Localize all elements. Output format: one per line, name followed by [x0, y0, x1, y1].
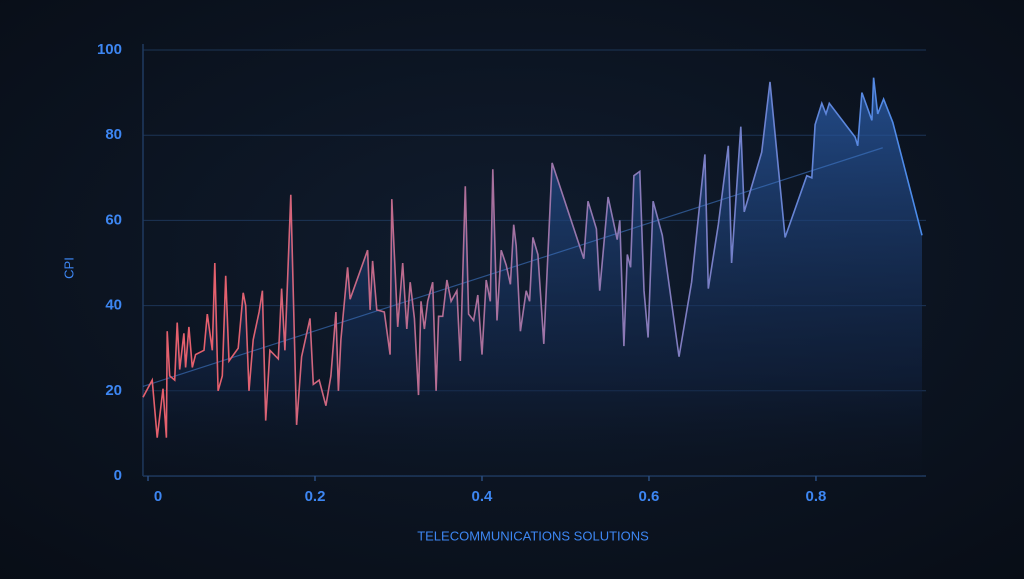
x-tick-label: 0.2 [305, 488, 326, 505]
y-tick-label: 60 [105, 211, 122, 228]
y-tick-label: 40 [105, 297, 122, 314]
x-tick-label: 0.4 [472, 488, 494, 505]
x-tick-label: 0.6 [639, 488, 660, 505]
x-tick-label: 0 [154, 488, 162, 505]
line [142, 77, 923, 438]
x-tick-label: 0.8 [806, 488, 827, 505]
y-axis-title: CPI [61, 257, 76, 279]
x-axis-title: TELECOMMUNICATIONS SOLUTIONS [417, 528, 649, 543]
y-tick-label: 20 [105, 382, 122, 399]
trend-line [142, 147, 883, 387]
y-tick-label: 80 [105, 126, 122, 143]
y-tick-label: 100 [97, 41, 122, 58]
y-tick-label: 0 [114, 467, 122, 484]
